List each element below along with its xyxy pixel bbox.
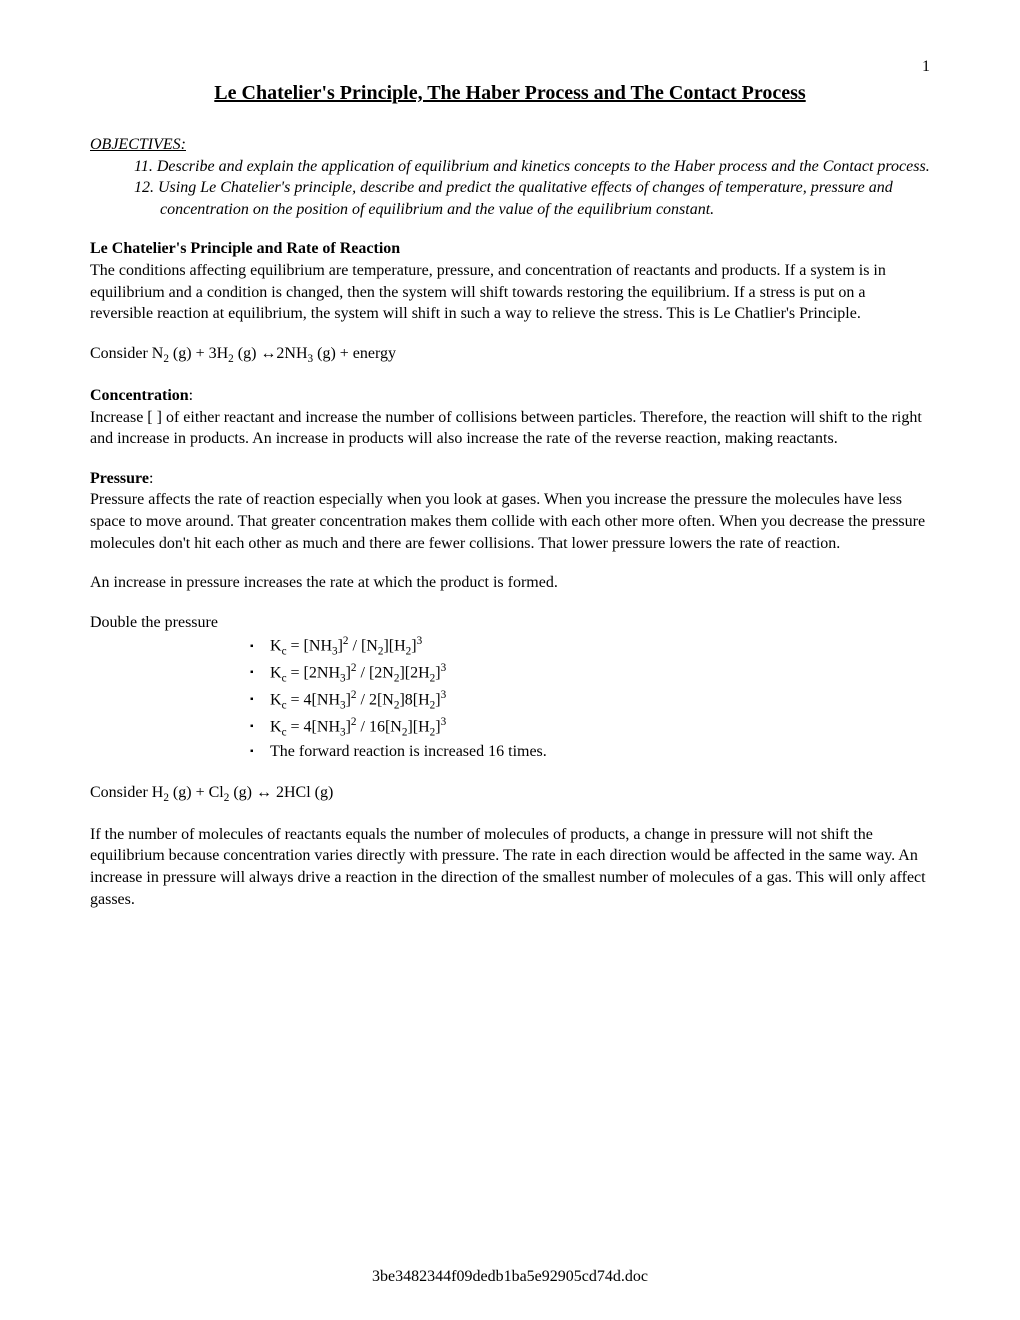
text: ][2H bbox=[399, 664, 429, 681]
equation-item: Kc = 4[NH3]2 / 16[N2][H2]3 bbox=[250, 714, 930, 741]
equation-line: Consider N2 (g) + 3H2 (g) ↔2NH3 (g) + en… bbox=[90, 343, 930, 367]
footer-filename: 3be3482344f09dedb1ba5e92905cd74d.doc bbox=[0, 1268, 1020, 1286]
section-heading: Le Chatelier's Principle and Rate of Rea… bbox=[90, 238, 930, 260]
text: K bbox=[270, 664, 282, 681]
body-paragraph: Pressure affects the rate of reaction es… bbox=[90, 489, 930, 554]
equation-item: Kc = 4[NH3]2 / 2[N2]8[H2]3 bbox=[250, 687, 930, 714]
equation-item: Kc = [NH3]2 / [N2][H2]3 bbox=[250, 633, 930, 660]
body-paragraph: Double the pressure bbox=[90, 612, 930, 634]
text: Consider H bbox=[90, 784, 163, 801]
equation-list: Kc = [NH3]2 / [N2][H2]3 Kc = [2NH3]2 / [… bbox=[90, 633, 930, 763]
heading-text: Concentration bbox=[90, 387, 189, 404]
text: K bbox=[270, 718, 282, 735]
equation-item: The forward reaction is increased 16 tim… bbox=[250, 740, 930, 763]
text: = [NH bbox=[287, 638, 332, 655]
objectives-heading: OBJECTIVES: bbox=[90, 134, 930, 156]
text: = 4[NH bbox=[287, 718, 340, 735]
document-page: 1 Le Chatelier's Principle, The Haber Pr… bbox=[0, 0, 1020, 1320]
section-heading: Concentration: bbox=[90, 385, 930, 407]
page-title: Le Chatelier's Principle, The Haber Proc… bbox=[160, 80, 860, 106]
superscript: 3 bbox=[441, 716, 447, 728]
text: K bbox=[270, 691, 282, 708]
text: (g) + Cl bbox=[169, 784, 224, 801]
objectives-list: 11. Describe and explain the application… bbox=[90, 156, 930, 221]
heading-text: Pressure bbox=[90, 470, 149, 487]
text: : bbox=[189, 387, 193, 404]
text: ][H bbox=[407, 718, 429, 735]
text: ][H bbox=[383, 638, 405, 655]
objective-item: 11. Describe and explain the application… bbox=[112, 156, 930, 178]
text: : bbox=[149, 470, 153, 487]
text: (g) ↔ 2HCl (g) bbox=[229, 784, 333, 801]
text: / 2[N bbox=[357, 691, 394, 708]
text: Consider N bbox=[90, 345, 163, 362]
body-paragraph: Increase [ ] of either reactant and incr… bbox=[90, 407, 930, 450]
body-paragraph: An increase in pressure increases the ra… bbox=[90, 572, 930, 594]
text: ]8[H bbox=[399, 691, 429, 708]
body-paragraph: The conditions affecting equilibrium are… bbox=[90, 260, 930, 325]
text: = [2NH bbox=[287, 664, 340, 681]
section-heading: Pressure: bbox=[90, 468, 930, 490]
text: / 16[N bbox=[357, 718, 402, 735]
text: (g) ↔2NH bbox=[234, 345, 308, 362]
superscript: 3 bbox=[417, 635, 423, 647]
superscript: 3 bbox=[441, 689, 447, 701]
page-number: 1 bbox=[922, 58, 930, 76]
body-paragraph: If the number of molecules of reactants … bbox=[90, 824, 930, 910]
text: (g) + energy bbox=[313, 345, 396, 362]
text: (g) + 3H bbox=[169, 345, 228, 362]
text: = 4[NH bbox=[287, 691, 340, 708]
equation-item: Kc = [2NH3]2 / [2N2][2H2]3 bbox=[250, 660, 930, 687]
text: / [2N bbox=[357, 664, 394, 681]
equation-line: Consider H2 (g) + Cl2 (g) ↔ 2HCl (g) bbox=[90, 782, 930, 806]
objective-item: 12. Using Le Chatelier's principle, desc… bbox=[112, 177, 930, 220]
text: K bbox=[270, 638, 282, 655]
superscript: 3 bbox=[441, 662, 447, 674]
text: / [N bbox=[349, 638, 378, 655]
